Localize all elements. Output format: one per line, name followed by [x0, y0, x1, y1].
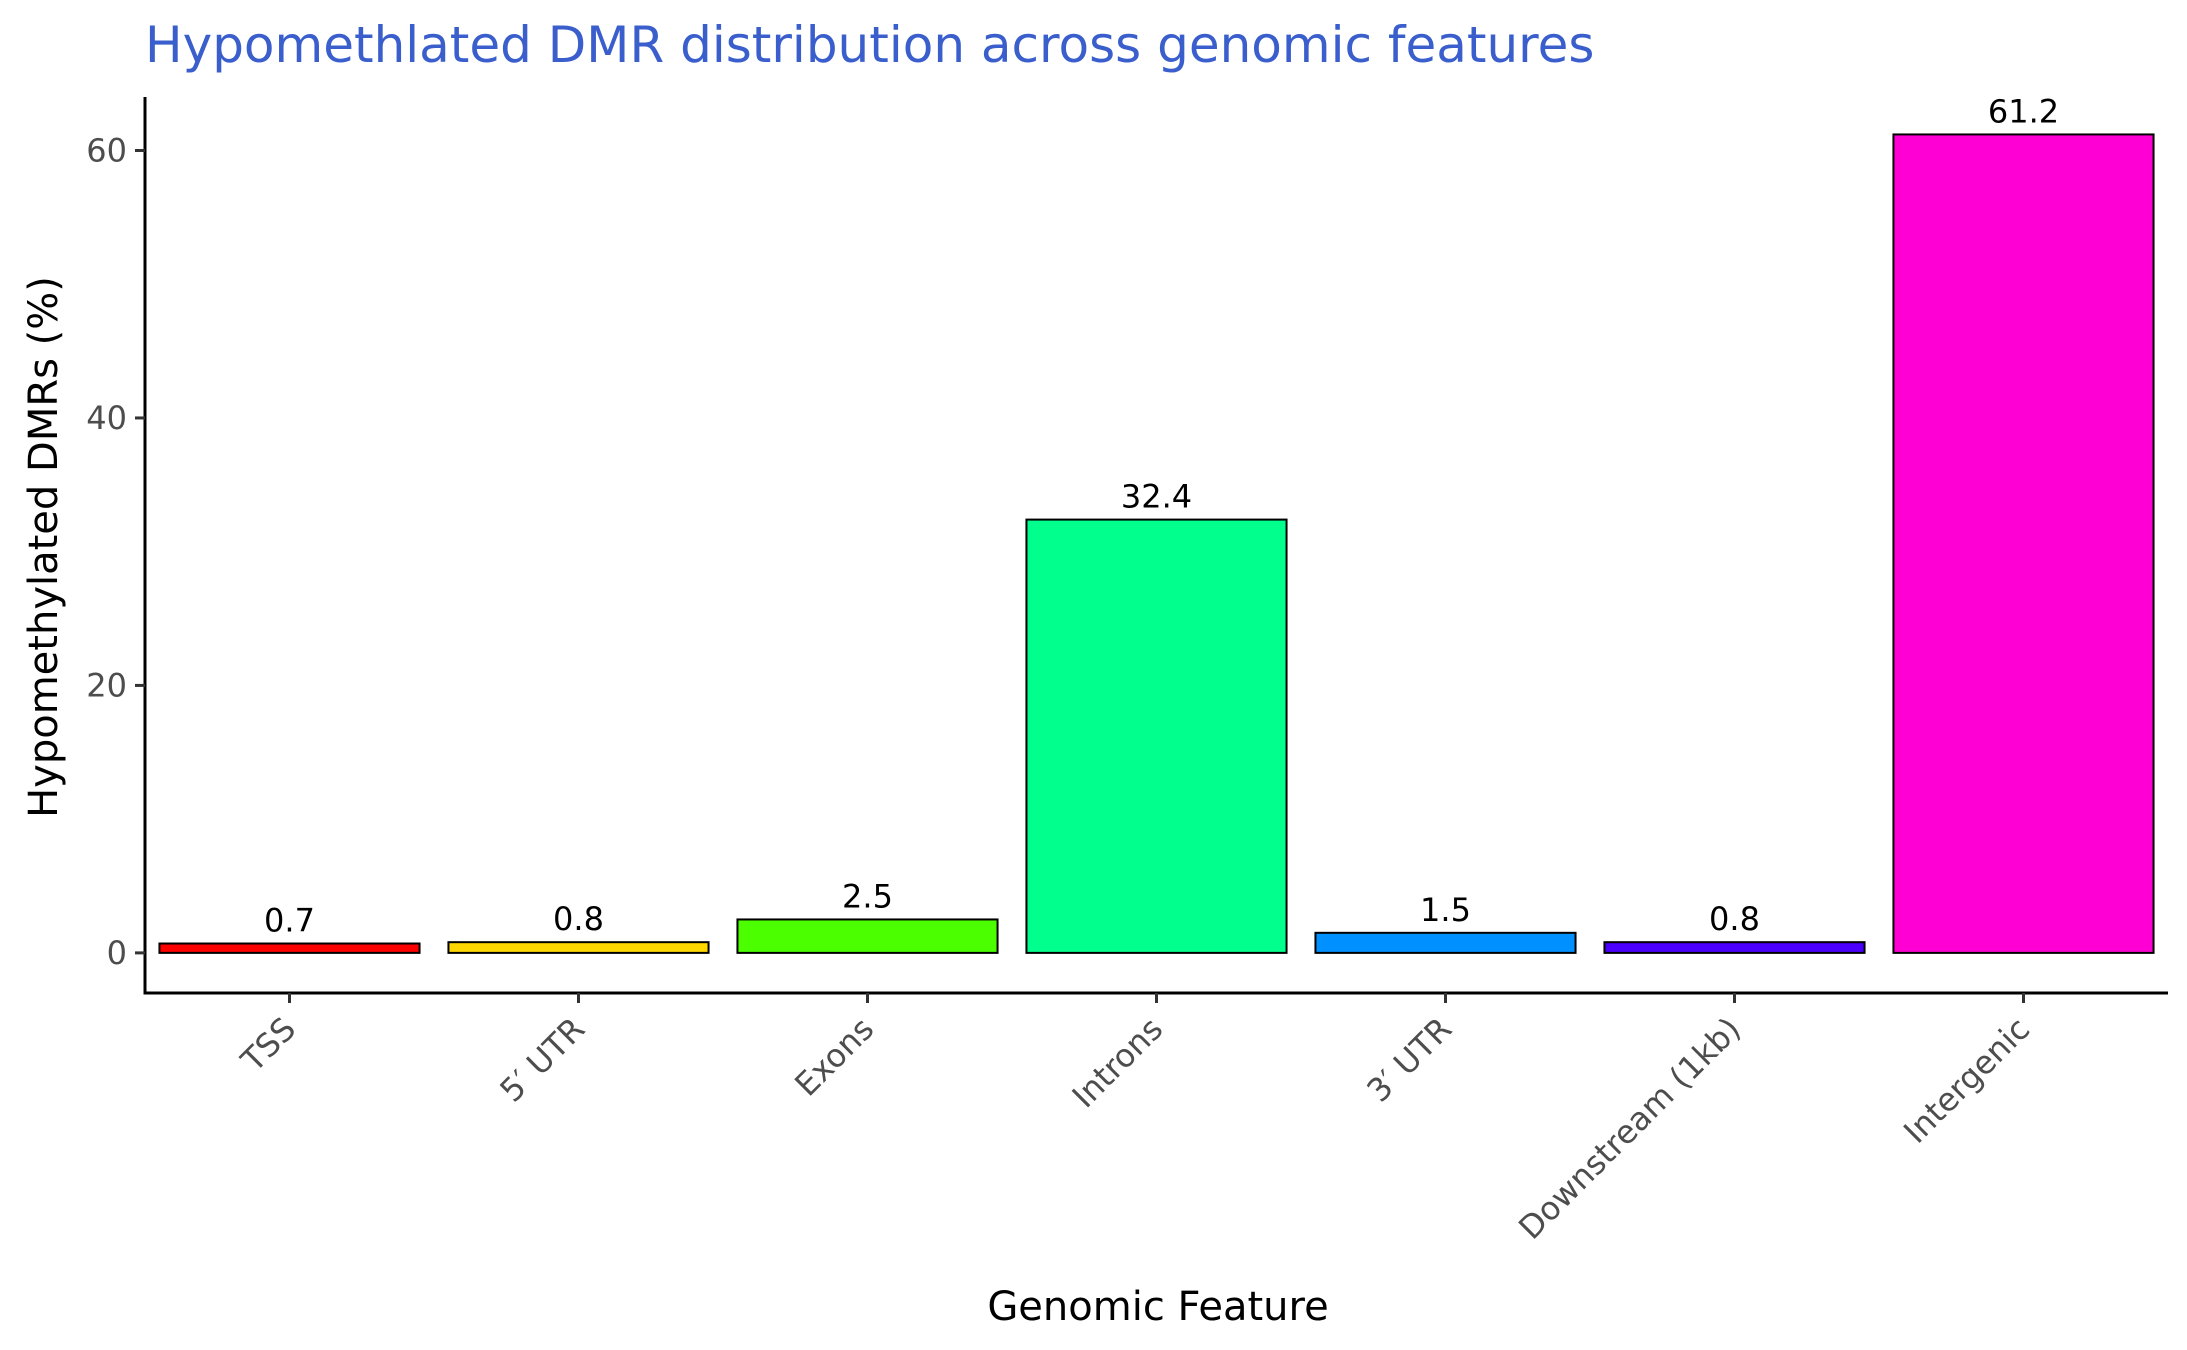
x-tick-label: Introns — [1065, 1010, 1171, 1116]
y-tick-label: 20 — [86, 666, 127, 704]
y-tick-label: 40 — [86, 399, 127, 437]
y-axis-title: Hypomethylated DMRs (%) — [21, 276, 67, 818]
x-axis-title: Genomic Feature — [987, 1284, 1328, 1330]
bar-value-label: 2.5 — [842, 877, 893, 915]
bar — [1314, 931, 1577, 954]
bar — [736, 918, 999, 954]
x-tick-label: TSS — [233, 1010, 303, 1080]
bar-value-label: 0.8 — [553, 900, 604, 938]
x-tick-label: Intergenic — [1896, 1010, 2037, 1151]
y-tick-label: 0 — [107, 934, 127, 972]
bar-value-label: 32.4 — [1121, 478, 1192, 516]
y-tick-label: 60 — [86, 131, 127, 169]
bar-value-label: 61.2 — [1988, 92, 2059, 130]
bar — [1025, 518, 1288, 954]
x-tick-label: Downstream (1kb) — [1511, 1010, 1748, 1247]
x-tick-label: Exons — [787, 1010, 881, 1104]
x-axis-ticks: TSS 5′ UTR Exons Introns 3′ UTR Downstream (1… — [233, 993, 2037, 1247]
x-tick-label: 5′ UTR — [492, 1010, 592, 1110]
bar — [1603, 941, 1866, 954]
bar — [158, 942, 421, 954]
chart-title: Hypomethlated DMR distribution across ge… — [145, 16, 1594, 74]
x-tick-label: 3′ UTR — [1359, 1010, 1459, 1110]
bar — [447, 941, 710, 954]
bar-value-label: 0.7 — [264, 902, 315, 940]
bar-value-label: 0.8 — [1709, 900, 1760, 938]
plot-area: 0.7 0.8 2.5 32.4 1.5 0.8 61.2 — [158, 92, 2155, 954]
bar — [1892, 133, 2155, 954]
y-axis-ticks: 0 20 40 60 — [86, 131, 145, 972]
bar-value-label: 1.5 — [1420, 891, 1471, 929]
